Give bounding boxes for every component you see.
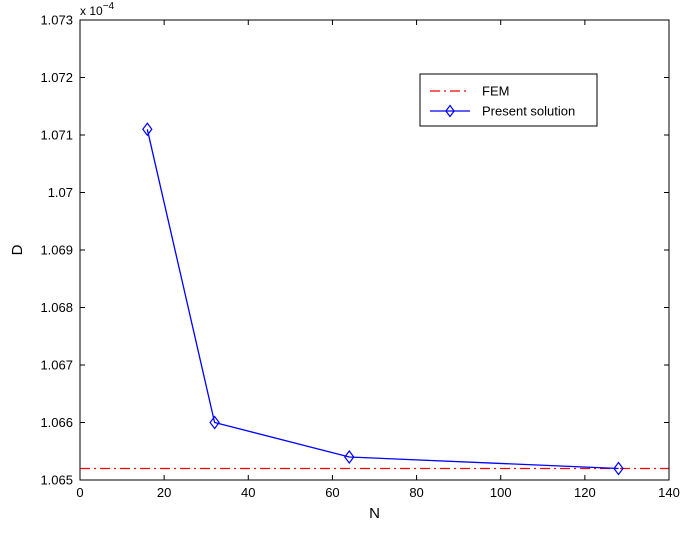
legend-items: FEM Present solution xyxy=(430,84,575,119)
y-tick-label: 1.071 xyxy=(40,128,73,143)
x-tick-label: 120 xyxy=(574,485,596,500)
data-point-marker xyxy=(142,122,153,137)
y-tick-label: 1.072 xyxy=(40,70,73,85)
legend-entry-label: Present solution xyxy=(482,104,575,119)
x-tick-label: 140 xyxy=(658,485,680,500)
x-tick-label: 80 xyxy=(409,485,423,500)
y-tick-label: 1.07 xyxy=(48,185,73,200)
data-point-marker xyxy=(209,415,220,430)
x-tick-label: 60 xyxy=(325,485,339,500)
legend: FEM Present solution xyxy=(419,73,598,127)
legend-entry-label: FEM xyxy=(482,84,509,99)
y-multiplier-base: x 10 xyxy=(80,4,103,18)
x-tick-label: 40 xyxy=(241,485,255,500)
x-tick-label: 20 xyxy=(157,485,171,500)
series-layer xyxy=(80,122,669,476)
y-tick-label: 1.069 xyxy=(40,243,73,258)
x-axis-label: N xyxy=(369,505,380,522)
data-point-marker xyxy=(344,450,355,464)
y-tick-label: 1.068 xyxy=(40,300,73,315)
y-axis-label: D xyxy=(9,244,26,255)
legend-marker-sample xyxy=(445,104,455,118)
y-multiplier-exponent: −4 xyxy=(103,1,115,12)
ticks-layer: 0 20 40 60 80 100 120 140 1.065 1.066 1.067 1.068 1.… xyxy=(40,13,679,501)
y-axis-multiplier: x 10−4 xyxy=(80,1,115,18)
y-tick-label: 1.066 xyxy=(40,415,73,430)
y-tick-label: 1.067 xyxy=(40,358,73,373)
y-tick-label: 1.073 xyxy=(40,13,73,28)
x-tick-label: 100 xyxy=(490,485,512,500)
x-tick-label: 0 xyxy=(76,485,83,500)
series-line-present-solution xyxy=(146,129,619,470)
y-tick-label: 1.065 xyxy=(40,473,73,488)
data-point-marker xyxy=(613,461,624,476)
legend-box xyxy=(419,73,598,127)
